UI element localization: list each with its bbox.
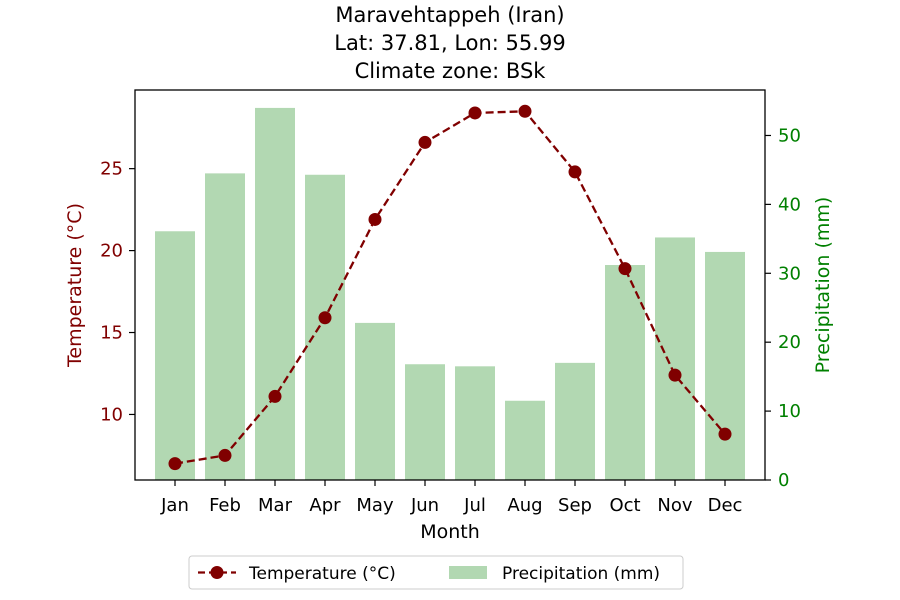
temperature-tick-label: 20 [100, 241, 123, 262]
legend-frame [188, 555, 684, 590]
precipitation-tick-label: 10 [778, 401, 801, 422]
temperature-point [518, 104, 532, 118]
precipitation-bar [405, 364, 445, 480]
chart-title: Maravehtappeh (Iran) Lat: 37.81, Lon: 55… [334, 3, 565, 83]
precipitation-bar [205, 173, 245, 480]
x-tick-label: Jun [410, 495, 439, 516]
chart-title-line-2: Lat: 37.81, Lon: 55.99 [334, 31, 565, 55]
x-tick-label: Feb [209, 495, 241, 516]
x-tick-label: May [356, 495, 394, 516]
precipitation-bar [655, 237, 695, 480]
precipitation-bar [505, 400, 545, 480]
precipitation-bar [305, 174, 345, 480]
precipitation-bar [705, 251, 745, 480]
temperature-axis: 10 15 20 25 [100, 159, 135, 425]
x-axis-label: Month [420, 521, 480, 543]
precipitation-tick-label: 0 [778, 470, 789, 491]
temperature-point [168, 457, 182, 471]
precipitation-bar [155, 231, 195, 480]
legend-temperature-label: Temperature (°C) [248, 564, 396, 584]
precipitation-tick-label: 50 [778, 125, 801, 146]
temperature-series [168, 104, 732, 471]
x-tick-label: Apr [309, 495, 341, 516]
precipitation-axis-label: Precipitation (mm) [812, 197, 834, 374]
plot-frame [134, 89, 766, 481]
legend: Temperature (°C) Precipitation (mm) [188, 555, 684, 590]
precipitation-bar [555, 362, 595, 480]
precipitation-bar [355, 322, 395, 480]
x-tick-label: Jul [463, 495, 486, 516]
temperature-point [568, 165, 582, 179]
legend-precipitation-swatch [449, 566, 487, 579]
precipitation-bar [605, 265, 645, 480]
temperature-point [368, 212, 382, 226]
x-tick-label: Oct [609, 495, 640, 516]
legend-precipitation-label: Precipitation (mm) [502, 564, 660, 584]
temperature-point [618, 262, 632, 276]
precipitation-axis: 0 10 20 30 40 50 [765, 125, 801, 491]
temperature-point [668, 368, 682, 382]
precipitation-bar [455, 366, 495, 480]
x-tick-label: Sep [558, 495, 592, 516]
temperature-tick-label: 15 [100, 323, 123, 344]
temperature-point [418, 135, 432, 149]
temperature-tick-label: 25 [100, 159, 123, 180]
temperature-point [468, 106, 482, 120]
temperature-point [268, 389, 282, 403]
temperature-line [174, 110, 726, 465]
x-tick-label: Nov [657, 495, 692, 516]
legend-temperature-marker [210, 566, 224, 579]
precipitation-tick-label: 40 [778, 194, 801, 215]
temperature-point [218, 448, 232, 462]
temperature-axis-label: Temperature (°C) [64, 203, 86, 368]
precipitation-bars [155, 107, 745, 480]
temperature-point [718, 427, 732, 441]
precipitation-tick-label: 20 [778, 332, 801, 353]
x-tick-label: Jan [160, 495, 189, 516]
x-tick-label: Mar [258, 495, 293, 516]
x-tick-label: Aug [507, 495, 542, 516]
x-tick-label: Dec [708, 495, 743, 516]
x-axis: Jan Feb Mar Apr May Jun Jul Aug Sep Oct Nov Dec [160, 480, 742, 516]
chart-title-line-3: Climate zone: BSk [355, 59, 547, 83]
chart-title-line-1: Maravehtappeh (Iran) [335, 3, 564, 27]
temperature-tick-label: 10 [100, 404, 123, 425]
temperature-point [318, 311, 332, 325]
precipitation-tick-label: 30 [778, 263, 801, 284]
precipitation-bar [255, 107, 295, 480]
